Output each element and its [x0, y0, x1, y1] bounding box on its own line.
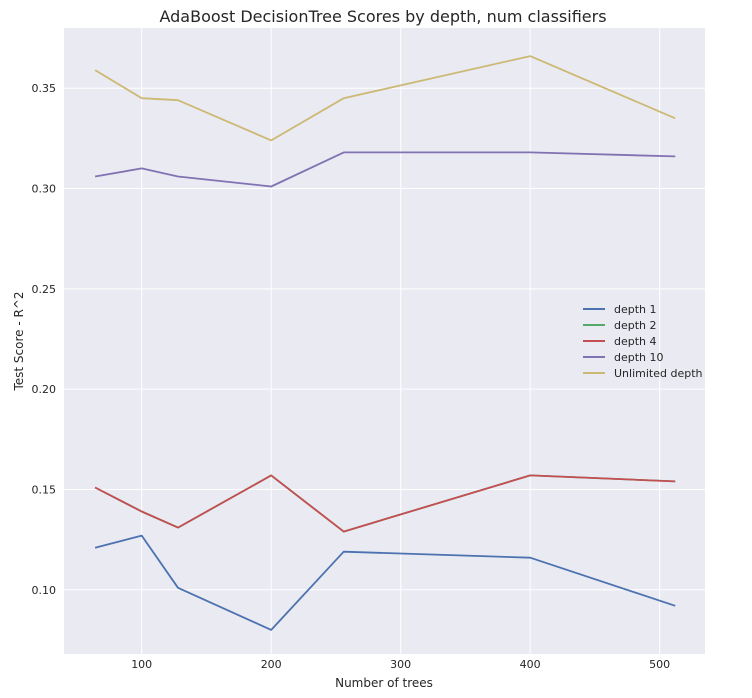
x-tick-label: 100: [131, 658, 152, 671]
legend-label: depth 1: [614, 303, 657, 316]
legend-label: depth 4: [614, 335, 657, 348]
legend-label: Unlimited depth: [614, 367, 703, 380]
legend-label: depth 2: [614, 319, 657, 332]
y-tick-label: 0.35: [32, 82, 57, 95]
series-line-depth-1: [94, 534, 676, 631]
y-tick-label: 0.15: [32, 483, 57, 496]
gridlines: [64, 28, 705, 654]
chart-title: AdaBoost DecisionTree Scores by depth, n…: [159, 7, 606, 26]
series-line-unlimited-depth: [94, 55, 676, 142]
x-tick-label: 500: [649, 658, 670, 671]
y-tick-label: 0.25: [32, 283, 57, 296]
y-tick-label: 0.10: [32, 584, 57, 597]
y-tick-label: 0.30: [32, 183, 57, 196]
y-tick-label: 0.20: [32, 383, 57, 396]
legend: depth 1 depth 2 depth 4 depth 10 Unlimited d…: [583, 303, 703, 380]
x-tick-label: 300: [390, 658, 411, 671]
x-axis-label: Number of trees: [335, 676, 433, 690]
legend-label: depth 10: [614, 351, 664, 364]
tick-labels: 100 200 300 400 500 0.10 0.15 0.20 0.25 0.30 0.35: [32, 82, 671, 671]
series-lines: [94, 55, 676, 631]
x-tick-label: 200: [261, 658, 282, 671]
series-line-depth-10: [94, 151, 676, 188]
series-line-depth-4: [94, 474, 676, 533]
x-tick-label: 400: [520, 658, 541, 671]
plot-area: [64, 28, 705, 654]
y-axis-label: Test Score - R^2: [12, 291, 26, 391]
